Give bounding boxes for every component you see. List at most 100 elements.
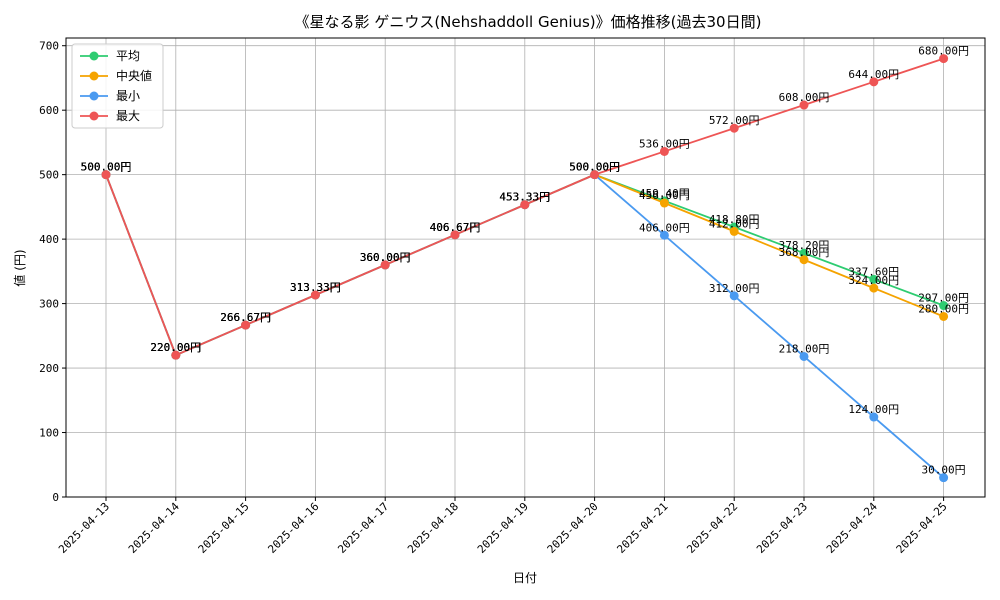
data-label: 418.80円	[709, 213, 760, 226]
y-tick-label: 600	[39, 104, 59, 117]
legend-marker	[89, 71, 99, 81]
data-label: 406.67円	[430, 221, 481, 234]
data-label: 572.00円	[709, 114, 760, 127]
legend-label: 中央値	[116, 68, 152, 83]
data-label: 280.00円	[918, 302, 969, 315]
data-point	[869, 77, 879, 87]
data-label-layer: 500.00円 220.00円 266.67円 313.33円 360.00円 406.6…	[81, 45, 969, 477]
data-point	[799, 351, 809, 361]
y-tick-label: 400	[39, 233, 59, 246]
data-point	[869, 274, 879, 284]
data-label: 220.00円	[150, 341, 201, 354]
x-axis-label: 日付	[513, 571, 537, 585]
data-label: 312.00円	[709, 282, 760, 295]
data-label: 608.00円	[779, 91, 830, 104]
data-label: 406.67円	[430, 221, 481, 234]
data-label: 453.33円	[499, 191, 550, 204]
data-label: 500.00円	[81, 161, 132, 174]
data-point	[241, 320, 251, 330]
data-label: 220.00円	[150, 341, 201, 354]
data-label: 644.00円	[848, 68, 899, 81]
data-label: 297.00円	[918, 292, 969, 305]
x-tick-label: 2025-04-18	[405, 500, 461, 556]
data-label: 453.33円	[499, 191, 550, 204]
y-tick-label: 200	[39, 362, 59, 375]
data-point	[101, 170, 111, 180]
data-label: 406.00円	[639, 221, 690, 234]
data-point	[939, 311, 949, 321]
data-label: 360.00円	[360, 251, 411, 264]
data-label: 459.40円	[639, 187, 690, 200]
x-tick-label: 2025-04-23	[754, 500, 810, 556]
series-layer	[101, 54, 949, 483]
legend-marker	[89, 51, 99, 61]
x-tick-label: 2025-04-14	[126, 500, 182, 556]
data-label: 266.67円	[220, 311, 271, 324]
legend-label: 最大	[116, 109, 140, 123]
data-label: 412.00円	[709, 217, 760, 230]
data-label: 456.00円	[639, 189, 690, 202]
data-label: 324.00円	[848, 274, 899, 287]
data-label: 313.33円	[290, 281, 341, 294]
data-point	[729, 226, 739, 236]
x-tick-label: 2025-04-13	[56, 500, 112, 556]
y-tick-label: 300	[39, 298, 59, 311]
legend-marker	[89, 111, 99, 121]
x-tick-label: 2025-04-25	[894, 500, 950, 556]
data-label: 360.00円	[360, 251, 411, 264]
data-point	[450, 230, 460, 240]
data-label: 220.00円	[150, 341, 201, 354]
data-label: 218.00円	[779, 342, 830, 355]
data-point	[939, 473, 949, 483]
data-label: 313.33円	[290, 281, 341, 294]
data-point	[799, 248, 809, 258]
data-label: 406.67円	[430, 221, 481, 234]
x-tick-label: 2025-04-17	[335, 500, 391, 556]
x-tick-label: 2025-04-15	[196, 500, 252, 556]
data-point	[729, 291, 739, 301]
data-point	[799, 100, 809, 110]
data-label: 680.00円	[918, 45, 969, 58]
data-label: 500.00円	[81, 161, 132, 174]
data-label: 500.00円	[81, 161, 132, 174]
x-tick-label: 2025-04-22	[684, 500, 740, 556]
y-tick-label: 100	[39, 427, 59, 440]
data-label: 30.00円	[922, 464, 966, 477]
data-point	[659, 198, 669, 208]
data-point	[310, 290, 320, 300]
data-point	[590, 170, 600, 180]
data-point	[729, 123, 739, 133]
data-label: 266.67円	[220, 311, 271, 324]
data-point	[869, 283, 879, 293]
data-label: 313.33円	[290, 281, 341, 294]
x-tick-label: 2025-04-16	[265, 500, 321, 556]
data-point	[939, 301, 949, 311]
data-label: 360.00円	[360, 251, 411, 264]
data-label: 536.00円	[639, 137, 690, 150]
data-label: 500.00円	[81, 161, 132, 174]
legend-marker	[89, 91, 99, 101]
data-point	[659, 146, 669, 156]
data-label: 406.67円	[430, 221, 481, 234]
y-tick-label: 500	[39, 169, 59, 182]
y-tick-label: 700	[39, 40, 59, 53]
data-label: 378.20円	[779, 239, 830, 252]
data-point	[380, 260, 390, 270]
series-3	[101, 54, 949, 360]
x-tick-label: 2025-04-21	[614, 500, 670, 556]
data-label: 368.00円	[779, 246, 830, 259]
data-label: 500.00円	[569, 161, 620, 174]
data-label: 500.00円	[569, 161, 620, 174]
data-label: 266.67円	[220, 311, 271, 324]
data-point	[659, 230, 669, 240]
grid-layer	[66, 38, 985, 498]
x-tick-label: 2025-04-20	[545, 500, 601, 556]
legend-label: 最小	[116, 89, 140, 103]
data-label: 500.00円	[569, 161, 620, 174]
y-axis-label: 値 (円)	[12, 249, 27, 286]
data-label: 500.00円	[569, 161, 620, 174]
y-tick-label: 0	[52, 491, 59, 504]
chart-title: 《星なる影 ゲニウス(Nehshaddoll Genius)》価格推移(過去30…	[295, 13, 762, 31]
x-tick-label: 2025-04-19	[475, 500, 531, 556]
